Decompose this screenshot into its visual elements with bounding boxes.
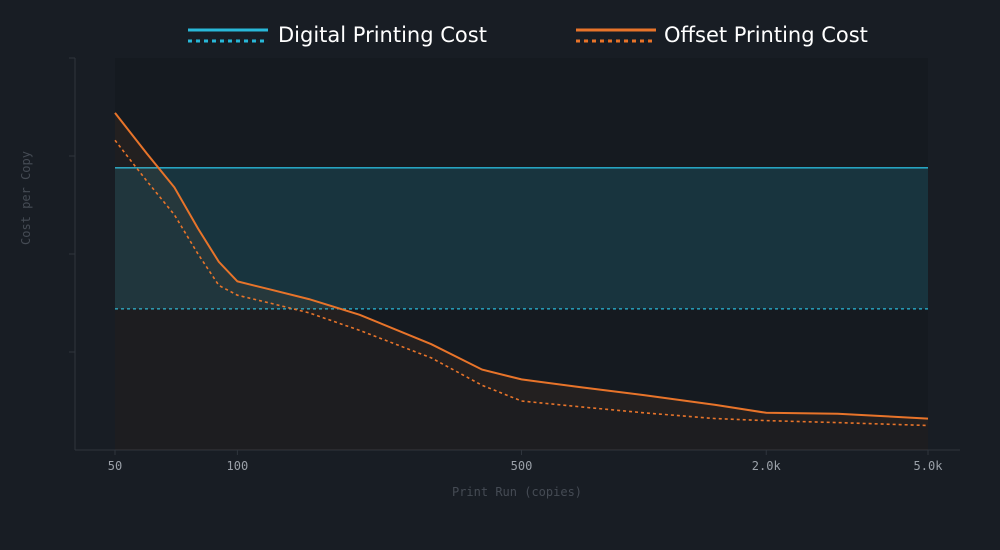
offset-lower-line [114,139,929,427]
x-tick-label-4: 5.0k [914,459,944,473]
y-axis-title: Cost per Copy [19,151,33,245]
legend: Digital Printing Cost Offset Printing Co… [188,23,868,47]
x-tick-label-1: 100 [227,459,249,473]
x-axis-title: Print Run (copies) [452,485,582,499]
legend-item-offset[interactable]: Offset Printing Cost [576,23,868,47]
x-tick-label-2: 500 [511,459,533,473]
legend-label-offset: Offset Printing Cost [664,23,868,47]
series-layer [114,112,929,451]
offset-upper-line [114,112,929,420]
plot-area [115,58,928,450]
x-tick-label-0: 50 [108,459,122,473]
x-axis-ticks: 50 100 500 2.0k 5.0k [108,450,943,473]
legend-item-digital[interactable]: Digital Printing Cost [188,23,487,47]
legend-label-digital: Digital Printing Cost [278,23,487,47]
y-axis-ticks [69,57,75,353]
offset-under-fill [115,140,928,451]
x-tick-label-3: 2.0k [752,459,782,473]
digital-band [115,167,928,309]
